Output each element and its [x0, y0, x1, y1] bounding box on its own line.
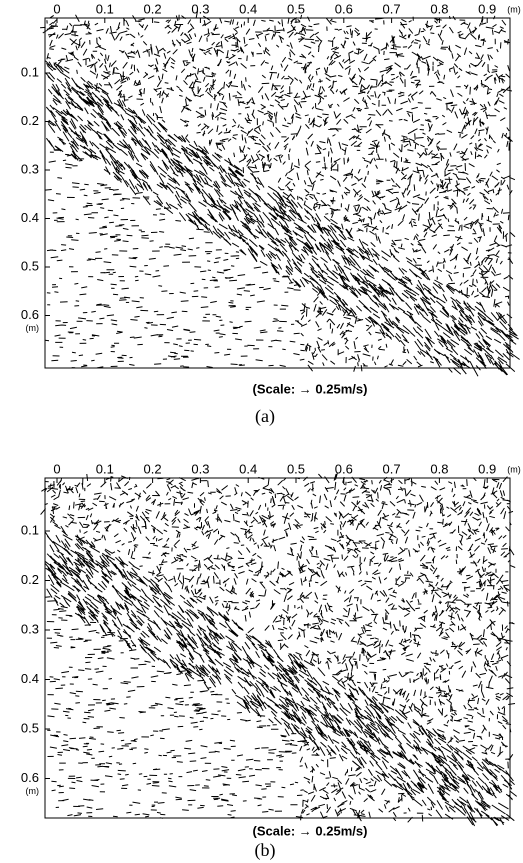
x-tick-label: 0.7: [383, 1, 401, 16]
y-tick-label: 0.6: [21, 307, 39, 322]
scale-label: (Scale: → 0.25m/s): [253, 823, 368, 838]
y-tick-label: 0.5: [21, 258, 39, 273]
x-tick-label: 0.4: [239, 461, 257, 476]
vector-field: [40, 472, 518, 827]
y-tick-label: 0.2: [21, 572, 39, 587]
x-tick-label: 0.8: [430, 1, 448, 16]
x-tick-label: 0.4: [239, 1, 257, 16]
y-tick-label: 0.1: [21, 64, 39, 79]
y-tick-label: 0.3: [21, 161, 39, 176]
x-tick-label: 0.3: [191, 1, 209, 16]
panel-caption: (b): [255, 840, 276, 861]
x-tick-label: 0.6: [335, 1, 353, 16]
scale-label: (Scale: → 0.25m/s): [253, 381, 368, 396]
plot-frame: [44, 477, 511, 819]
y-tick-label: 0.4: [21, 210, 39, 225]
vector-field: [40, 10, 520, 377]
x-tick-label: 0.5: [287, 1, 305, 16]
x-tick-label: 0.1: [96, 1, 114, 16]
y-unit: (m): [26, 786, 40, 796]
x-tick-label: 0.9: [478, 461, 496, 476]
y-tick-label: 0.5: [21, 720, 39, 735]
x-tick-label: 0.1: [96, 461, 114, 476]
x-unit: (m): [507, 464, 521, 474]
x-unit: (m): [507, 4, 521, 14]
x-tick-label: 0.6: [335, 461, 353, 476]
x-tick-label: 0.2: [144, 1, 162, 16]
x-tick-label: 0.7: [383, 461, 401, 476]
y-tick-label: 0.2: [21, 113, 39, 128]
x-tick-label: 0.5: [287, 461, 305, 476]
panel-caption: (a): [255, 406, 275, 427]
x-tick-label: 0.2: [144, 461, 162, 476]
y-tick-label: 0.6: [21, 770, 39, 785]
x-tick-label: 0.3: [191, 461, 209, 476]
y-tick-label: 0.3: [21, 621, 39, 636]
y-tick-label: 0.4: [21, 671, 39, 686]
y-tick-label: 0.1: [21, 522, 39, 537]
x-tick-label: 0.9: [478, 1, 496, 16]
y-unit: (m): [26, 323, 40, 333]
x-tick-label: 0: [53, 461, 60, 476]
x-tick-label: 0.8: [430, 461, 448, 476]
x-tick-label: 0: [53, 1, 60, 16]
plot-frame: [44, 17, 511, 369]
